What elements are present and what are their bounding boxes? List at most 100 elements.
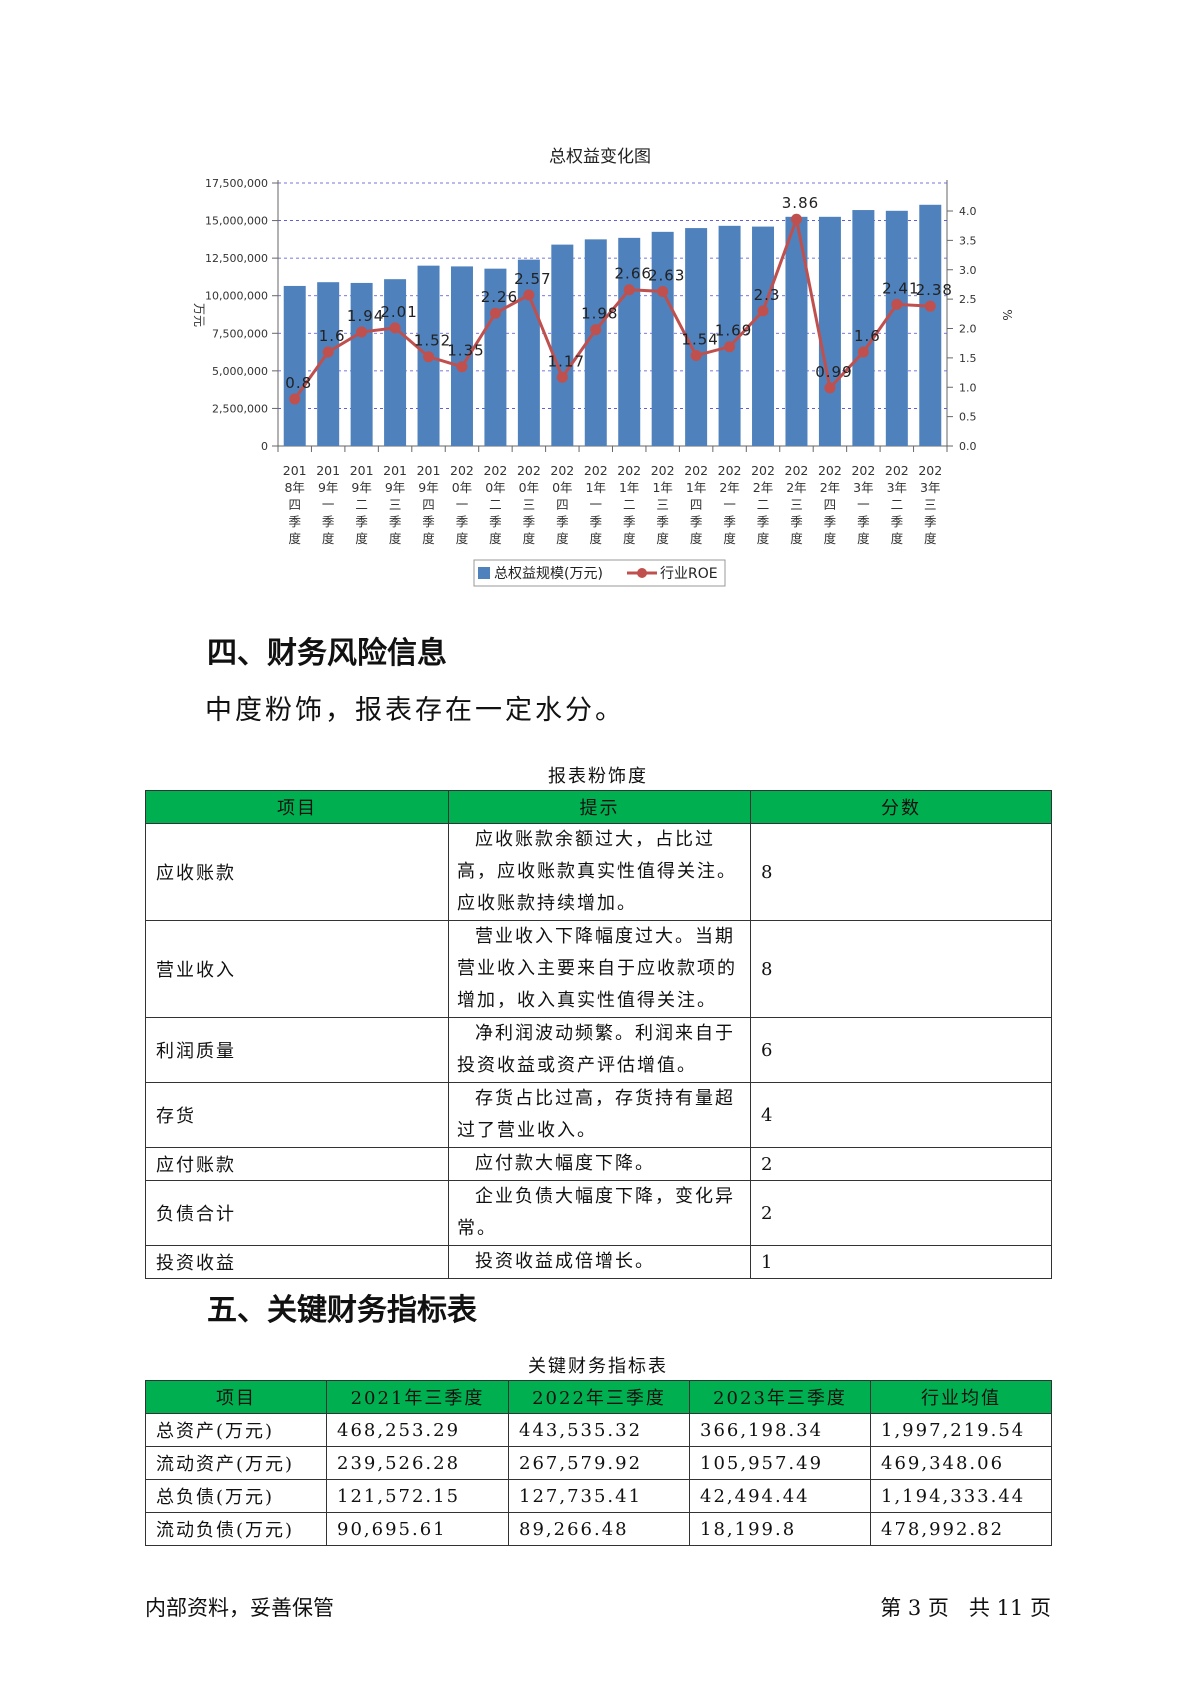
legend-swatch-marker: [637, 568, 647, 578]
chart-bar: [818, 216, 841, 446]
risk-item: 投资收益: [145, 1245, 449, 1279]
right-axis-tick-label: 2.0: [959, 323, 977, 336]
legend-label-roe: 行业ROE: [660, 566, 718, 582]
table-row: 营业收入 营业收入下降幅度过大。当期营业收入主要来自于应收款项的增加，收入真实性…: [145, 920, 1052, 1018]
right-axis-tick-label: 1.0: [959, 381, 977, 394]
risk-header-score: 分数: [750, 790, 1052, 824]
x-axis-tick-label: 202 3年一季度: [851, 463, 875, 546]
table-row: 利润质量 净利润波动频繁。利润来自于投资收益或资产评估增值。 6: [145, 1017, 1052, 1083]
risk-score: 2: [750, 1180, 1052, 1246]
x-axis-tick-label: 202 1年二季度: [617, 463, 641, 546]
roe-point: [590, 324, 602, 336]
kpi-item: 流动负债(万元): [145, 1512, 327, 1546]
kpi-value-2021: 90,695.61: [326, 1512, 509, 1546]
chart-bar: [551, 244, 574, 446]
x-axis-tick-label: 202 1年一季度: [584, 463, 608, 546]
roe-point: [857, 346, 869, 358]
kpi-value-industry-avg: 469,348.06: [870, 1446, 1052, 1480]
risk-table-header-row: 项目 提示 分数: [145, 790, 1052, 824]
roe-data-label: 1.35: [447, 342, 484, 360]
roe-data-label: 2.3: [754, 286, 781, 304]
roe-point: [523, 289, 535, 301]
right-axis-title: %: [1000, 309, 1014, 320]
x-axis-tick-label: 202 0年二季度: [483, 463, 507, 546]
x-axis-tick-label: 202 0年四季度: [550, 463, 574, 546]
left-axis-tick-label: 10,000,000: [205, 290, 268, 303]
x-axis-tick-label: 202 1年三季度: [651, 463, 675, 546]
roe-point: [924, 300, 936, 312]
risk-tip: 应付款大幅度下降。: [448, 1147, 751, 1181]
section-heading-key-indicators: 五、关键财务指标表: [207, 1293, 477, 1328]
roe-point: [289, 393, 301, 405]
x-axis-tick-label: 202 0年一季度: [450, 463, 474, 546]
roe-point: [690, 350, 702, 362]
x-axis-tick-label: 202 3年三季度: [918, 463, 942, 546]
risk-tip: 投资收益成倍增长。: [448, 1245, 751, 1279]
left-axis-tick-label: 15,000,000: [205, 215, 268, 228]
x-axis-tick-label: 201 9年四季度: [417, 463, 441, 546]
roe-point: [489, 307, 501, 319]
footer-confidential-note: 内部资料，妥善保管: [145, 1596, 334, 1620]
roe-point: [824, 382, 836, 394]
roe-point: [623, 284, 635, 296]
left-axis-tick-label: 0: [261, 440, 268, 453]
roe-data-label: 1.6: [854, 327, 881, 345]
risk-table-caption: 报表粉饰度: [548, 766, 648, 787]
risk-tip: 存货占比过高，存货持有量超过了营业收入。: [448, 1082, 751, 1148]
roe-data-label: 1.94: [347, 307, 384, 325]
chart-bar: [384, 279, 407, 446]
chart-title: 总权益变化图: [549, 147, 651, 167]
risk-item: 存货: [145, 1082, 449, 1148]
table-row: 应付账款 应付款大幅度下降。 2: [145, 1147, 1052, 1181]
risk-item: 利润质量: [145, 1017, 449, 1083]
roe-data-label: 2.66: [615, 265, 652, 283]
kpi-value-industry-avg: 1,997,219.54: [870, 1413, 1052, 1447]
x-axis-tick-label: 202 3年二季度: [885, 463, 909, 546]
table-row: 总资产(万元) 468,253.29 443,535.32 366,198.34…: [145, 1413, 1052, 1447]
kpi-value-2022: 443,535.32: [508, 1413, 690, 1447]
right-axis-tick-label: 0.5: [959, 411, 977, 424]
roe-data-label: 1.98: [581, 305, 618, 323]
kpi-value-2021: 468,253.29: [326, 1413, 509, 1447]
left-axis-tick-label: 7,500,000: [212, 327, 268, 340]
kpi-value-2023: 366,198.34: [689, 1413, 871, 1447]
table-row: 负债合计 企业负债大幅度下降，变化异常。 2: [145, 1180, 1052, 1246]
kpi-header-industry-avg: 行业均值: [870, 1380, 1052, 1414]
roe-point: [456, 361, 468, 373]
risk-tip: 净利润波动频繁。利润来自于投资收益或资产评估增值。: [448, 1017, 751, 1083]
kpi-header-item: 项目: [145, 1380, 327, 1414]
chart-bar: [718, 225, 741, 446]
chart-bar: [885, 210, 908, 446]
kpi-item: 流动资产(万元): [145, 1446, 327, 1480]
chart-bar: [350, 282, 373, 446]
chart-bar: [484, 268, 507, 446]
risk-item: 负债合计: [145, 1180, 449, 1246]
chart-bar: [919, 204, 942, 446]
right-axis-tick-label: 2.5: [959, 293, 977, 306]
x-axis-tick-label: 202 1年四季度: [684, 463, 708, 546]
chart-bar: [752, 226, 775, 446]
roe-line: [293, 213, 931, 400]
risk-header-tip: 提示: [448, 790, 751, 824]
right-axis-tick-label: 3.0: [959, 264, 977, 277]
kpi-header-2021: 2021年三季度: [326, 1380, 509, 1414]
risk-item: 营业收入: [145, 920, 449, 1018]
left-axis-title: 万元: [192, 303, 206, 327]
chart-bar: [450, 266, 473, 446]
risk-score: 4: [750, 1082, 1052, 1148]
left-axis-tick-label: 12,500,000: [205, 252, 268, 265]
chart-bar: [584, 239, 607, 446]
roe-data-label: 0.99: [815, 363, 852, 381]
x-axis-tick-label: 201 9年三季度: [383, 463, 407, 546]
risk-tip: 企业负债大幅度下降，变化异常。: [448, 1180, 751, 1246]
risk-item: 应付账款: [145, 1147, 449, 1181]
table-row: 总负债(万元) 121,572.15 127,735.41 42,494.44 …: [145, 1479, 1052, 1513]
roe-data-label: 1.52: [414, 332, 451, 350]
roe-data-label: 1.69: [715, 322, 752, 340]
roe-data-label: 1.54: [681, 331, 718, 349]
roe-point: [657, 285, 669, 297]
roe-data-label: 2.57: [514, 270, 551, 288]
roe-data-label: 1.6: [319, 327, 346, 345]
chart-bar: [283, 285, 306, 446]
table-row: 流动负债(万元) 90,695.61 89,266.48 18,199.8 47…: [145, 1512, 1052, 1546]
